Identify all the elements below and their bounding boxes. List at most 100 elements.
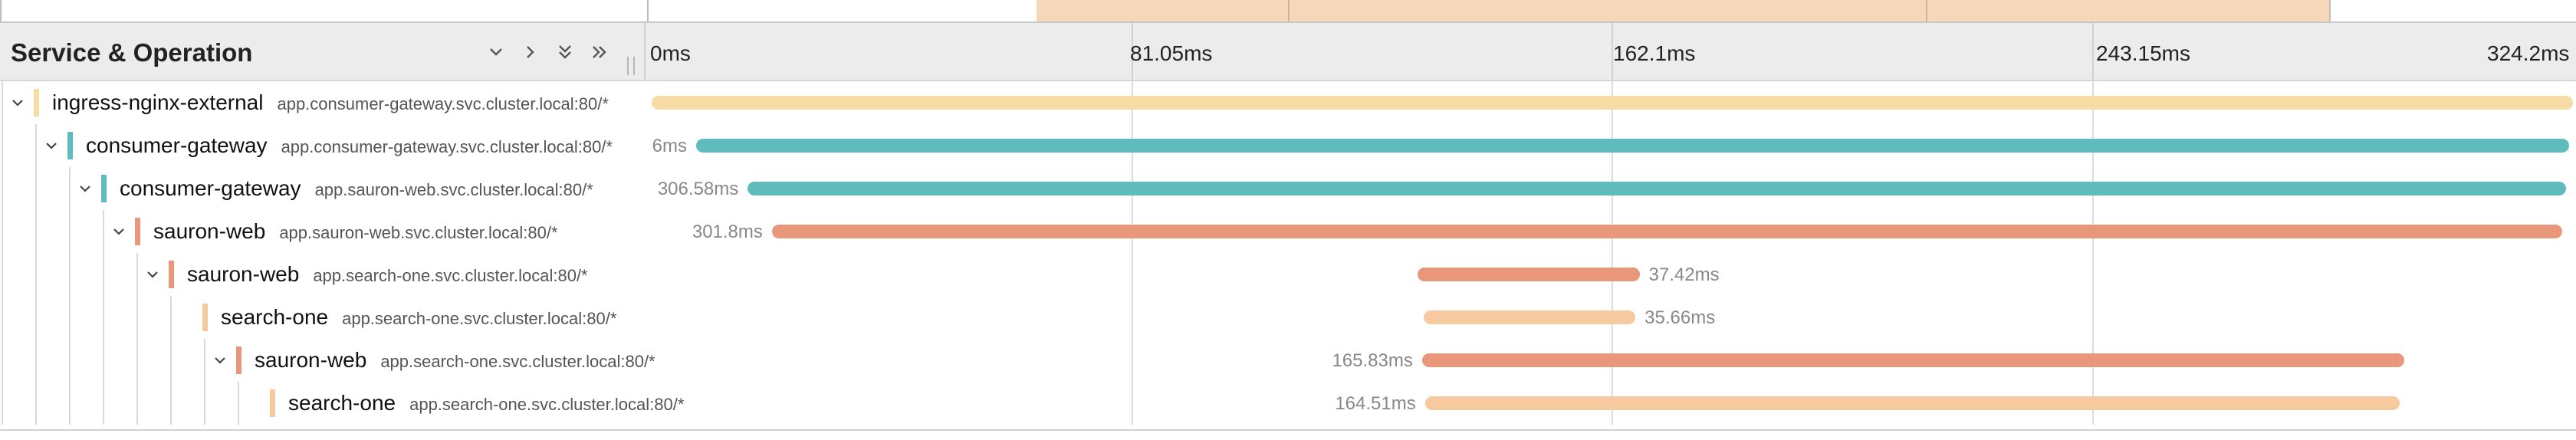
span-bar[interactable]	[652, 96, 2573, 110]
span-timeline-cell[interactable]: 164.51ms	[646, 382, 2576, 425]
tree-guide-line	[103, 339, 104, 382]
span-bar[interactable]	[771, 225, 2563, 238]
collapse-all-button[interactable]	[550, 37, 580, 67]
collapse-one-button[interactable]	[481, 37, 511, 67]
column-resize-handle[interactable]	[627, 57, 635, 75]
minimap-divider	[647, 0, 649, 21]
operation-name: app.sauron-web.svc.cluster.local:80/*	[279, 223, 558, 242]
tree-guide-line	[204, 339, 205, 382]
span-name-cell[interactable]: search-one app.search-one.svc.cluster.loc…	[0, 296, 646, 339]
chevron-down-icon	[215, 357, 225, 364]
tree-guide-line	[69, 210, 71, 253]
timeline-grid-line	[2091, 253, 2094, 296]
expand-one-button[interactable]	[515, 37, 546, 67]
span-collapse-toggle[interactable]	[6, 91, 29, 114]
service-name: consumer-gateway	[120, 176, 301, 200]
service-name: consumer-gateway	[86, 133, 268, 157]
span-timeline-cell[interactable]: 6ms	[646, 124, 2576, 167]
span-tree: ingress-nginx-external app.consumer-gatew…	[0, 81, 2576, 430]
span-name-cell[interactable]: sauron-web app.search-one.svc.cluster.loc…	[0, 253, 646, 296]
expand-all-button[interactable]	[584, 37, 615, 67]
span-timeline-cell[interactable]: 306.58ms	[646, 167, 2576, 210]
span-bar[interactable]	[1418, 268, 1640, 281]
timeline-tick-label: 324.2ms	[2487, 41, 2570, 65]
span-row[interactable]: search-one app.search-one.svc.cluster.loc…	[0, 382, 2576, 425]
tree-guide-line	[35, 253, 37, 296]
span-collapse-toggle[interactable]	[209, 349, 232, 372]
tree-guide-line	[69, 167, 71, 210]
span-collapse-toggle[interactable]	[107, 220, 130, 243]
chevron-down-icon	[490, 48, 502, 56]
timeline-tick-label: 81.05ms	[1130, 41, 1213, 65]
tree-guide-line	[136, 296, 138, 339]
chevron-down-icon	[147, 271, 158, 278]
tree-guide-line	[2, 210, 3, 253]
trace-minimap[interactable]	[0, 0, 2576, 23]
minimap-span-shade	[1037, 0, 2329, 21]
timeline-tick-line	[1612, 23, 1613, 80]
span-timeline-cell[interactable]: 35.66ms	[646, 296, 2576, 339]
span-name-cell[interactable]: consumer-gateway app.sauron-web.svc.clust…	[0, 167, 646, 210]
operation-name: app.search-one.svc.cluster.local:80/*	[409, 395, 685, 414]
tree-guide-line	[2, 339, 3, 382]
tree-guide-line	[204, 382, 205, 425]
service-color-marker	[101, 175, 107, 202]
span-name-cell[interactable]: search-one app.search-one.svc.cluster.loc…	[0, 382, 684, 425]
span-bar[interactable]	[748, 182, 2566, 195]
tree-guide-line	[69, 382, 71, 425]
span-duration-label: 301.8ms	[692, 222, 763, 242]
tree-guide-line	[2, 124, 3, 167]
span-timeline-cell[interactable]: 165.83ms	[646, 339, 2576, 382]
span-bar[interactable]	[695, 139, 2570, 153]
span-row[interactable]: sauron-web app.search-one.svc.cluster.loc…	[0, 253, 2576, 296]
span-bar[interactable]	[1424, 310, 1636, 324]
tree-guide-line	[2, 253, 3, 296]
service-name: search-one	[221, 305, 329, 329]
operation-name: app.consumer-gateway.svc.cluster.local:8…	[281, 137, 613, 156]
minimap-edge	[0, 0, 2, 21]
timeline-grid-line	[2091, 296, 2094, 339]
span-duration-label: 6ms	[652, 136, 687, 156]
span-collapse-toggle[interactable]	[141, 263, 164, 286]
chevron-right-icon	[527, 46, 534, 58]
span-name-cell[interactable]: sauron-web app.search-one.svc.cluster.loc…	[0, 339, 656, 382]
span-timeline-cell[interactable]	[646, 81, 2576, 124]
span-row[interactable]: search-one app.search-one.svc.cluster.loc…	[0, 296, 2576, 339]
timeline-tick-label: 243.15ms	[2096, 41, 2190, 65]
timeline-grid-line	[1131, 253, 1133, 296]
span-collapse-toggle[interactable]	[40, 134, 63, 157]
minimap-tick	[1288, 0, 1290, 21]
chevron-down-icon	[113, 228, 124, 235]
tree-guide-line	[103, 382, 104, 425]
span-timeline-cell[interactable]: 301.8ms	[646, 210, 2576, 253]
span-bar[interactable]	[1424, 396, 2400, 410]
span-row[interactable]: sauron-web app.search-one.svc.cluster.loc…	[0, 339, 2576, 382]
span-collapse-toggle[interactable]	[74, 177, 97, 200]
timeline-grid-line	[1131, 296, 1133, 339]
tree-guide-line	[238, 382, 239, 425]
span-duration-label: 165.83ms	[1332, 350, 1413, 371]
span-row[interactable]: consumer-gateway app.consumer-gateway.svc…	[0, 124, 2576, 167]
minimap-edge	[2329, 0, 2331, 21]
service-name: sauron-web	[255, 348, 367, 372]
span-name-cell[interactable]: consumer-gateway app.consumer-gateway.svc…	[0, 124, 646, 167]
span-name-cell[interactable]: sauron-web app.sauron-web.svc.cluster.loc…	[0, 210, 646, 253]
trace-header: Service & Operation 0ms 81.05ms 162.1ms 243…	[0, 23, 2576, 81]
span-timeline-cell[interactable]: 37.42ms	[646, 253, 2576, 296]
span-name-cell[interactable]: ingress-nginx-external app.consumer-gatew…	[0, 81, 646, 124]
service-name: search-one	[288, 391, 396, 415]
chevron-down-icon	[46, 143, 57, 149]
service-name: sauron-web	[187, 262, 300, 286]
span-row[interactable]: sauron-web app.sauron-web.svc.cluster.loc…	[0, 210, 2576, 253]
span-row[interactable]: consumer-gateway app.sauron-web.svc.clust…	[0, 167, 2576, 210]
minimap-tick	[1926, 0, 1927, 21]
double-chevron-right-icon	[593, 46, 606, 58]
span-row[interactable]: ingress-nginx-external app.consumer-gatew…	[0, 81, 2576, 124]
column-title: Service & Operation	[11, 38, 253, 67]
service-color-marker	[34, 89, 39, 117]
service-color-marker	[202, 304, 208, 331]
tree-guide-line	[35, 210, 37, 253]
span-bar[interactable]	[1421, 353, 2405, 367]
timeline-grid-line	[1131, 339, 1133, 382]
tree-guide-line	[69, 253, 71, 296]
